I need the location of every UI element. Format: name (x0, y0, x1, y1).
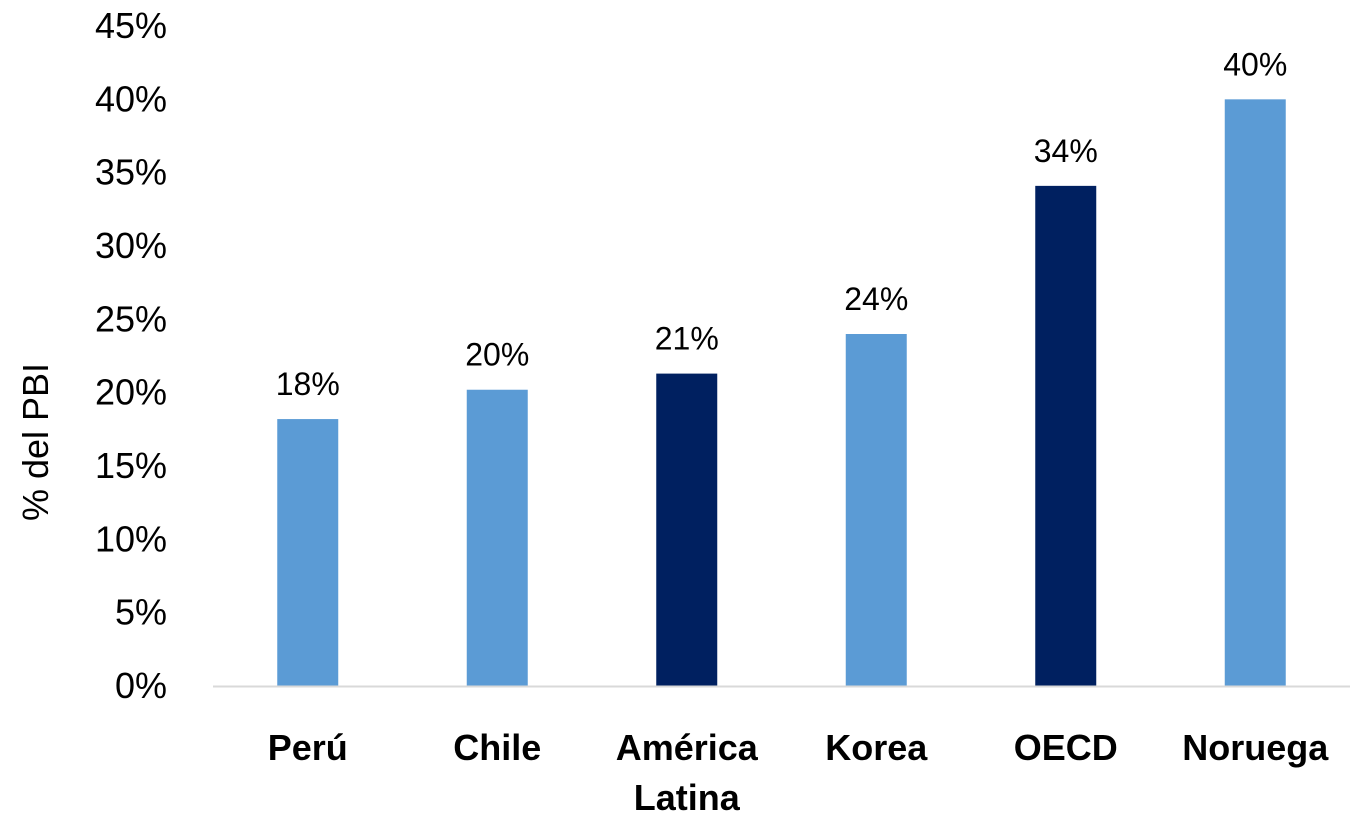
y-tick-label: 30% (95, 225, 167, 266)
category-labels: Perú Chile América Latina Korea OECD Noruega (268, 727, 1330, 818)
x-category-label: América (616, 727, 759, 768)
y-tick-label: 35% (95, 152, 167, 193)
y-tick-label: 25% (95, 298, 167, 339)
x-category-label: Latina (634, 777, 741, 818)
y-tick-label: 10% (95, 518, 167, 559)
y-tick-label: 40% (95, 78, 167, 119)
data-label: 40% (1223, 46, 1287, 82)
x-category-label: Perú (268, 727, 348, 768)
data-label: 21% (655, 321, 719, 357)
bar (1224, 99, 1286, 687)
y-tick-label: 0% (115, 665, 167, 706)
bar (845, 334, 907, 686)
data-label: 24% (844, 281, 908, 317)
bar (277, 419, 339, 686)
data-labels: 18% 20% 21% 24% 34% 40% (276, 46, 1288, 402)
y-axis-title: % del PBI (15, 363, 56, 521)
bar (1035, 185, 1097, 686)
data-label: 34% (1034, 133, 1098, 169)
bar (656, 373, 718, 686)
y-tick-label: 45% (95, 5, 167, 46)
bars (277, 99, 1286, 687)
x-category-label: Chile (453, 727, 541, 768)
x-category-label: Noruega (1182, 727, 1329, 768)
bar (466, 389, 528, 686)
x-category-label: OECD (1014, 727, 1118, 768)
x-category-label: Korea (825, 727, 928, 768)
y-tick-label: 5% (115, 592, 167, 633)
y-tick-label: 15% (95, 445, 167, 486)
y-axis-ticks: 0% 5% 10% 15% 20% 25% 30% 35% 40% 45% (95, 5, 167, 706)
data-label: 20% (465, 337, 529, 373)
y-tick-label: 20% (95, 372, 167, 413)
data-label: 18% (276, 366, 340, 402)
